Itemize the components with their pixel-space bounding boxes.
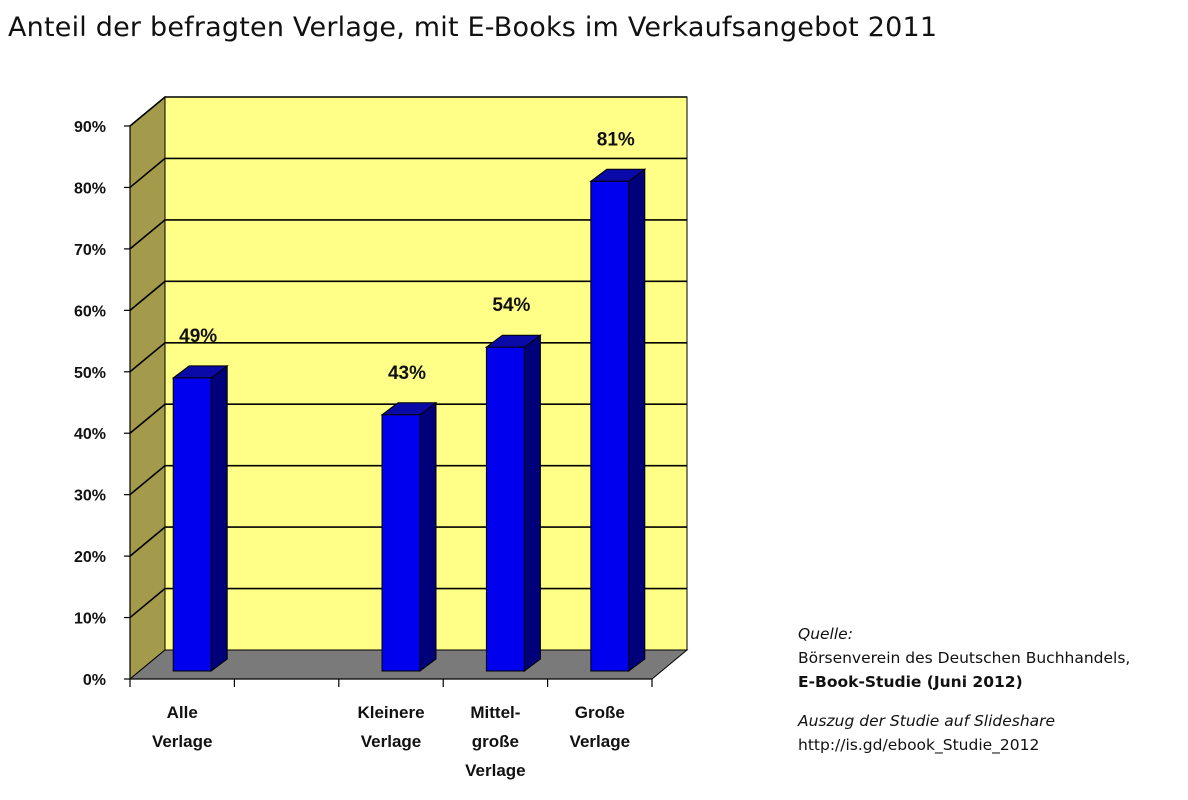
bar bbox=[590, 180, 630, 672]
gridline bbox=[129, 219, 687, 250]
data-label: 54% bbox=[492, 295, 530, 316]
y-tick-label: 90% bbox=[74, 119, 106, 136]
x-tick-label: Verlage bbox=[570, 732, 631, 751]
bar bbox=[381, 414, 421, 672]
y-tick-label: 0% bbox=[83, 672, 106, 689]
data-label: 81% bbox=[597, 129, 635, 150]
side-wall bbox=[129, 95, 166, 681]
x-tick-label: Mittel- bbox=[470, 703, 520, 722]
y-tick-label: 70% bbox=[74, 242, 106, 259]
source-study: E-Book-Studie (Juni 2012) bbox=[798, 673, 1023, 691]
source-excerpt-note: Auszug der Studie auf Slideshare bbox=[798, 712, 1056, 730]
gridline bbox=[129, 96, 687, 127]
data-label: 49% bbox=[179, 326, 217, 347]
y-tick-label: 30% bbox=[74, 488, 106, 505]
data-label: 43% bbox=[388, 363, 426, 384]
y-tick-label: 20% bbox=[74, 549, 106, 566]
x-tick-label: Verlage bbox=[361, 732, 422, 751]
bar-side bbox=[419, 401, 437, 672]
source-label: Quelle: bbox=[798, 625, 853, 643]
y-tick-label: 50% bbox=[74, 365, 106, 382]
y-tick-label: 80% bbox=[74, 180, 106, 197]
source-link[interactable]: http://is.gd/ebook_Studie_2012 bbox=[798, 736, 1040, 754]
y-tick-label: 40% bbox=[74, 426, 106, 443]
chart-title: Anteil der befragten Verlage, mit E-Book… bbox=[8, 12, 938, 43]
x-tick-label: Alle bbox=[167, 703, 198, 722]
y-tick-label: 10% bbox=[74, 611, 106, 628]
bar-side bbox=[210, 364, 228, 672]
gridline bbox=[129, 280, 687, 311]
source-publisher: Börsenverein des Deutschen Buchhandels, bbox=[798, 649, 1131, 667]
bar bbox=[172, 377, 212, 672]
x-tick-label: Kleinere bbox=[357, 703, 424, 722]
gridline bbox=[129, 157, 687, 189]
bar-side bbox=[523, 334, 541, 672]
bar-side bbox=[628, 168, 646, 672]
x-tick-label: Große bbox=[575, 703, 625, 722]
x-tick-label: Verlage bbox=[152, 732, 213, 751]
bar bbox=[485, 346, 525, 672]
x-tick-label: Verlage bbox=[465, 761, 526, 780]
source-note: Quelle: Börsenverein des Deutschen Buchh… bbox=[798, 622, 1130, 757]
x-tick-label: große bbox=[472, 732, 519, 751]
y-tick-label: 60% bbox=[74, 303, 106, 320]
